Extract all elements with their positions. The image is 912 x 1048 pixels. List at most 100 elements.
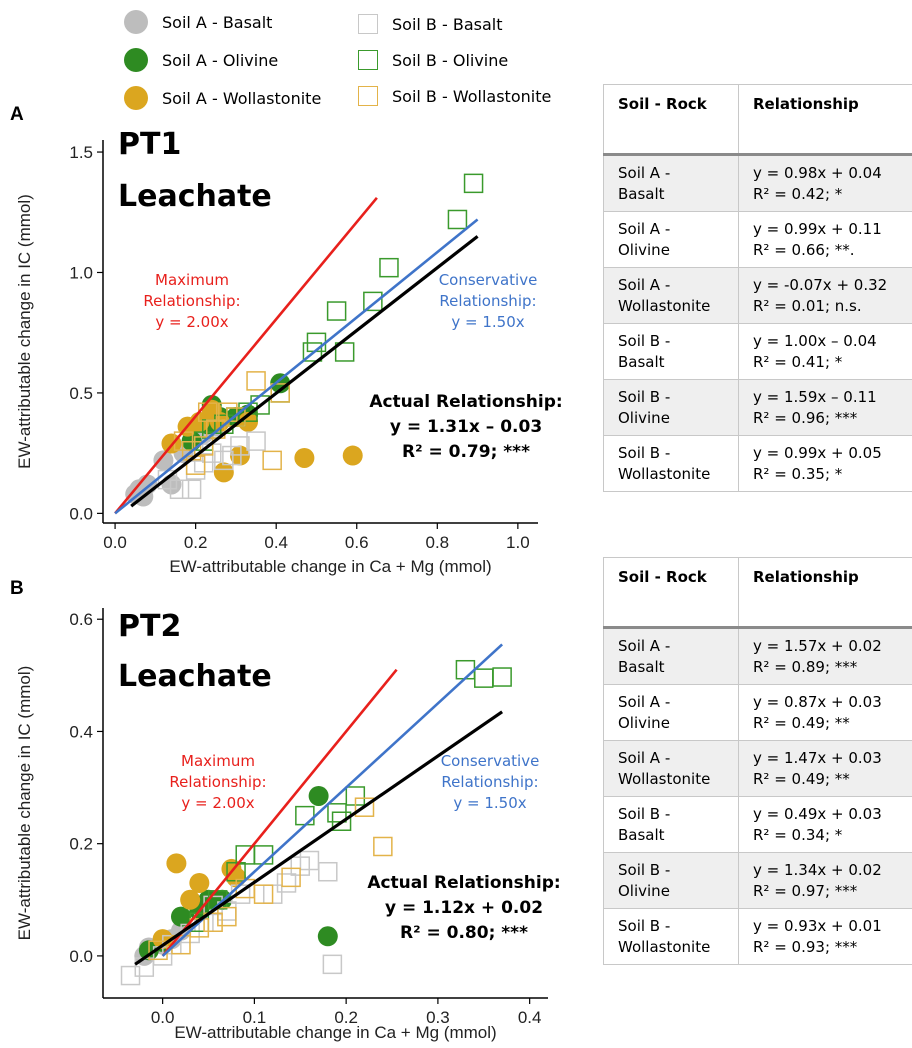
table-header-cell: Soil - Rock bbox=[603, 557, 739, 629]
data-point bbox=[447, 209, 468, 230]
y-tick-label: 0.4 bbox=[69, 722, 93, 741]
y-tick-label: 1.0 bbox=[69, 263, 93, 282]
data-point bbox=[181, 479, 202, 500]
chart-panel-b: 0.0 0.1 0.2 0.3 0.4 0.0 0.2 0.4 0.6 EW-attributab… bbox=[15, 608, 561, 1042]
data-point bbox=[270, 383, 290, 403]
legend-item: Soil A - Wollastonite bbox=[124, 86, 321, 110]
y-tick-label: 0.6 bbox=[69, 610, 93, 629]
legend-item: Soil B - Wollastonite bbox=[358, 86, 551, 106]
relationship-cell: y = 0.98x + 0.04 R² = 0.42; * bbox=[738, 154, 912, 212]
actual-relationship-label: R² = 0.79; *** bbox=[402, 442, 530, 462]
table-header-cell: Relationship bbox=[738, 557, 912, 629]
relationship-cell: y = 1.57x + 0.02 R² = 0.89; *** bbox=[738, 627, 912, 685]
soil-rock-cell: Soil A - Wollastonite bbox=[603, 267, 739, 324]
y-tick-label: 1.5 bbox=[69, 143, 93, 162]
data-point bbox=[276, 873, 297, 893]
soil-rock-cell: Soil A - Basalt bbox=[603, 627, 739, 685]
data-point bbox=[185, 460, 206, 480]
conservative-relationship-label: Relationship: bbox=[439, 292, 536, 310]
soil-rock-cell: Soil A - Olivine bbox=[603, 211, 739, 268]
data-point bbox=[281, 867, 301, 888]
data-point bbox=[193, 436, 214, 456]
data-point bbox=[253, 845, 274, 865]
legend-label: Soil B - Basalt bbox=[392, 14, 503, 34]
chart-title: Leachate bbox=[118, 179, 272, 214]
data-point bbox=[153, 450, 174, 471]
legend-label: Soil A - Olivine bbox=[162, 50, 279, 70]
regression-table-a: Soil - Rock Relationship Soil A - Basalt y =… bbox=[603, 84, 912, 492]
data-point bbox=[206, 419, 226, 439]
panel-label-b: B bbox=[10, 578, 24, 599]
data-point bbox=[246, 431, 266, 451]
x-tick-label: 0.1 bbox=[243, 1008, 267, 1027]
table-row: Soil B - Basalt y = 1.00x – 0.04 R² = 0.41;… bbox=[603, 323, 912, 380]
table-row: Soil A - Basalt y = 0.98x + 0.04 R² = 0.42;… bbox=[603, 154, 912, 212]
table-row: Soil A - Basalt y = 1.57x + 0.02 R² = 0.89;… bbox=[603, 627, 912, 685]
data-point bbox=[170, 906, 191, 927]
relationship-cell: y = -0.07x + 0.32 R² = 0.01; n.s. bbox=[738, 267, 912, 324]
legend-label: Soil A - Basalt bbox=[162, 12, 273, 32]
table-header-cell: Soil - Rock bbox=[603, 84, 739, 156]
data-point bbox=[322, 954, 343, 975]
table-header-cell: Relationship bbox=[738, 84, 912, 156]
chart-panel-a: 0.0 0.2 0.4 0.6 0.8 1.0 0.0 0.5 1.0 1.5 EW-attribu… bbox=[15, 127, 563, 576]
square-marker-icon bbox=[358, 14, 378, 34]
data-point bbox=[455, 659, 476, 680]
actual-relationship-label: Actual Relationship: bbox=[369, 392, 562, 412]
chart-title: Leachate bbox=[118, 659, 272, 694]
table-row: Soil A - Wollastonite y = 1.47x + 0.03 R² =… bbox=[603, 740, 912, 797]
data-point bbox=[474, 668, 494, 688]
data-point bbox=[379, 257, 399, 278]
circle-marker-icon bbox=[124, 10, 148, 34]
x-tick-label: 0.4 bbox=[264, 533, 288, 552]
regression-table-b: Soil - Rock Relationship Soil A - Basalt y =… bbox=[603, 557, 912, 965]
actual-relationship-label: R² = 0.80; *** bbox=[400, 923, 528, 943]
max-relationship-line bbox=[161, 668, 398, 957]
data-point bbox=[317, 926, 338, 947]
circle-marker-icon bbox=[124, 86, 148, 110]
x-tick-label: 0.0 bbox=[151, 1008, 175, 1027]
data-point bbox=[318, 861, 338, 882]
table-row: Soil A - Olivine y = 0.87x + 0.03 R² = 0.49… bbox=[603, 684, 912, 741]
relationship-cell: y = 0.49x + 0.03 R² = 0.34; * bbox=[738, 796, 912, 853]
x-tick-label: 0.6 bbox=[345, 533, 369, 552]
x-tick-label: 0.8 bbox=[425, 533, 449, 552]
soil-rock-cell: Soil A - Wollastonite bbox=[603, 740, 739, 797]
table-row: Soil B - Basalt y = 0.49x + 0.03 R² = 0.34;… bbox=[603, 796, 912, 853]
data-point bbox=[363, 291, 383, 312]
conservative-relationship-label: y = 1.50x bbox=[453, 794, 526, 812]
table-row: Soil B - Olivine y = 1.59x – 0.11 R² = 0.96… bbox=[603, 379, 912, 436]
x-tick-label: 1.0 bbox=[506, 533, 530, 552]
relationship-cell: y = 1.47x + 0.03 R² = 0.49; ** bbox=[738, 740, 912, 797]
actual-relationship-line bbox=[134, 710, 504, 966]
soil-rock-cell: Soil B - Olivine bbox=[603, 379, 739, 436]
data-point bbox=[295, 805, 315, 826]
relationship-cell: y = 0.99x + 0.11 R² = 0.66; **. bbox=[738, 211, 912, 268]
soil-rock-cell: Soil A - Olivine bbox=[603, 684, 739, 741]
y-tick-label: 0.0 bbox=[69, 504, 93, 523]
legend-item: Soil B - Olivine bbox=[358, 50, 508, 70]
conservative-relationship-label: Conservative bbox=[439, 271, 538, 289]
conservative-relationship-label: Conservative bbox=[441, 752, 540, 770]
data-point bbox=[354, 797, 375, 817]
relationship-cell: y = 0.99x + 0.05 R² = 0.35; * bbox=[738, 435, 912, 492]
data-point bbox=[294, 447, 315, 468]
max-relationship-label: Maximum bbox=[181, 752, 255, 770]
data-point bbox=[203, 912, 223, 932]
legend-label: Soil B - Olivine bbox=[392, 50, 509, 70]
relationship-cell: y = 1.59x – 0.11 R² = 0.96; *** bbox=[738, 379, 912, 436]
data-point bbox=[463, 173, 484, 194]
soil-rock-cell: Soil B - Wollastonite bbox=[603, 908, 739, 965]
circle-marker-icon bbox=[124, 48, 148, 72]
actual-relationship-label: Actual Relationship: bbox=[367, 873, 560, 893]
data-point bbox=[213, 462, 234, 483]
table-row: Soil A - Olivine y = 0.99x + 0.11 R² = 0.66… bbox=[603, 211, 912, 268]
y-axis-label: EW-attributable change in IC (mmol) bbox=[15, 194, 34, 469]
data-point bbox=[230, 436, 250, 456]
data-point bbox=[373, 836, 393, 857]
cons-relationship-line bbox=[114, 218, 479, 515]
x-axis-label: EW-attributable change in Ca + Mg (mmol) bbox=[174, 1023, 496, 1042]
table-row: Soil B - Wollastonite y = 0.93x + 0.01 R² =… bbox=[603, 908, 912, 965]
y-tick-label: 0.5 bbox=[69, 384, 93, 403]
max-relationship-label: Relationship: bbox=[143, 292, 240, 310]
